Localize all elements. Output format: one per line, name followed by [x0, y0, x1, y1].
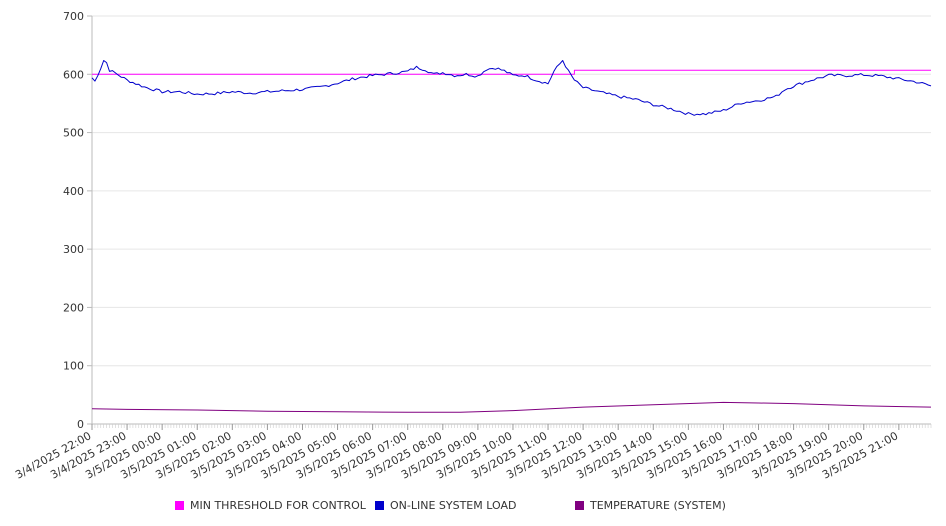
chart-legend: MIN THRESHOLD FOR CONTROL ON-LINE SYSTEM… — [0, 499, 946, 519]
series-layer — [91, 60, 932, 413]
y-tick-label: 100 — [63, 360, 84, 373]
series-line-temperature — [91, 401, 932, 413]
grid-lines — [92, 15, 931, 367]
legend-label-system-load: ON-LINE SYSTEM LOAD — [390, 499, 517, 512]
legend-item-min-threshold[interactable]: MIN THRESHOLD FOR CONTROL — [175, 499, 366, 512]
legend-item-system-load[interactable]: ON-LINE SYSTEM LOAD — [375, 499, 516, 512]
legend-swatch-temperature — [575, 501, 584, 510]
legend-swatch-system-load — [375, 501, 384, 510]
series-line-min-threshold — [92, 69, 931, 75]
chart-axes — [87, 15, 932, 430]
y-tick-label: 500 — [63, 127, 84, 140]
y-tick-label: 300 — [63, 243, 84, 256]
legend-label-min-threshold: MIN THRESHOLD FOR CONTROL — [190, 499, 366, 512]
x-axis-tick-labels: 3/4/2025 22:003/4/2025 23:003/5/2025 00:… — [13, 429, 900, 481]
y-tick-label: 600 — [63, 68, 84, 81]
y-tick-label: 400 — [63, 185, 84, 198]
y-tick-label: 700 — [63, 10, 84, 23]
legend-swatch-min-threshold — [175, 501, 184, 510]
series-line-system-load — [91, 60, 932, 116]
y-tick-label: 0 — [77, 418, 84, 431]
y-axis-tick-labels: 0 100 200 300 400 500 600 700 — [63, 10, 84, 431]
y-tick-label: 200 — [63, 301, 84, 314]
legend-label-temperature: TEMPERATURE (SYSTEM) — [590, 499, 726, 512]
legend-item-temperature[interactable]: TEMPERATURE (SYSTEM) — [575, 499, 726, 512]
